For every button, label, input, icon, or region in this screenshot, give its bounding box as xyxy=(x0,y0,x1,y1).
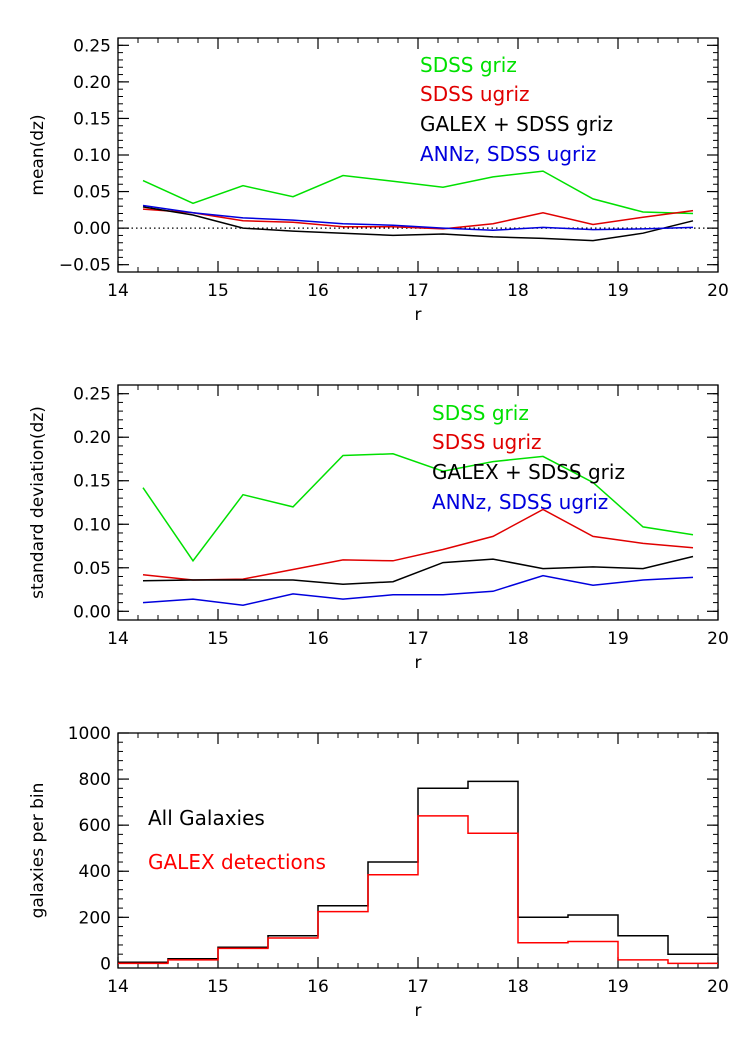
y-tick-label: 0.25 xyxy=(73,36,111,56)
y-axis-label: mean(dz) xyxy=(28,114,48,195)
y-tick-label: 0.05 xyxy=(73,559,111,579)
legend-entry: SDSS ugriz xyxy=(420,82,530,106)
y-tick-label: 0.20 xyxy=(73,73,111,93)
x-tick-label: 18 xyxy=(507,629,529,649)
y-tick-label: 0.10 xyxy=(73,146,111,166)
x-tick-label: 15 xyxy=(207,629,229,649)
y-tick-label: −0.05 xyxy=(59,256,111,276)
y-tick-label: 0.25 xyxy=(73,385,111,405)
x-tick-label: 18 xyxy=(507,977,529,997)
plot-frame xyxy=(117,37,719,273)
stddev-dz-panel: 14 15 16 17 18 19 20 0.00 0.05 0.10 0.15 0.20 0.25 r s… xyxy=(28,384,729,673)
x-tick-label: 15 xyxy=(207,281,229,301)
series-line-sdss-griz xyxy=(142,453,694,563)
x-tick-label: 17 xyxy=(407,281,429,301)
y-tick-label: 400 xyxy=(79,862,111,882)
x-tick-label: 15 xyxy=(207,977,229,997)
legend-entry: GALEX + SDSS griz xyxy=(420,112,613,136)
y-tick-label: 0 xyxy=(100,954,111,974)
x-tick-label: 20 xyxy=(707,629,729,649)
legend-entry: SDSS griz xyxy=(420,53,517,77)
y-tick-label: 0.05 xyxy=(73,183,111,203)
y-tick-label: 0.15 xyxy=(73,109,111,129)
legend-entry: ANNz, SDSS ugriz xyxy=(432,490,608,514)
data-layer xyxy=(118,780,718,965)
series-line-galex-sdss-griz xyxy=(142,555,694,586)
mean-dz-panel: 14 15 16 17 18 19 20 −0.05 0.00 0.05 0.10 0.15 0.20 0… xyxy=(28,36,729,325)
x-tick-label: 14 xyxy=(107,281,129,301)
legend-entry: SDSS ugriz xyxy=(432,430,542,454)
x-tick-label: 16 xyxy=(307,281,329,301)
series-line-annz-sdss-ugriz xyxy=(142,574,694,606)
series-line-galex-sdss-griz xyxy=(142,206,694,242)
x-tick-label: 18 xyxy=(507,281,529,301)
series-line-annz-sdss-ugriz xyxy=(142,204,694,232)
x-tick-label: 14 xyxy=(107,977,129,997)
y-tick-label: 600 xyxy=(79,816,111,836)
y-tick-label: 800 xyxy=(79,770,111,790)
y-tick-label: 1000 xyxy=(68,724,111,744)
x-tick-label: 19 xyxy=(607,977,629,997)
data-layer xyxy=(118,170,718,242)
legend-entry: ANNz, SDSS ugriz xyxy=(420,142,596,166)
y-axis-label: standard deviation(dz) xyxy=(28,406,48,599)
histogram-galex-detections xyxy=(118,815,718,965)
x-tick-label: 20 xyxy=(707,281,729,301)
x-axis-label: r xyxy=(415,305,422,325)
x-tick-label: 20 xyxy=(707,977,729,997)
x-tick-label: 19 xyxy=(607,629,629,649)
series-line-sdss-griz xyxy=(142,170,694,215)
y-tick-label: 0.20 xyxy=(73,428,111,448)
data-layer xyxy=(142,453,694,606)
y-tick-label: 0.00 xyxy=(73,219,111,239)
y-tick-label: 0.00 xyxy=(73,602,111,622)
x-tick-label: 14 xyxy=(107,629,129,649)
legend-entry: SDSS griz xyxy=(432,401,529,425)
x-tick-label: 17 xyxy=(407,629,429,649)
y-tick-label: 200 xyxy=(79,908,111,928)
x-tick-label: 16 xyxy=(307,977,329,997)
series-line-sdss-ugriz xyxy=(142,208,694,230)
y-axis-label: galaxies per bin xyxy=(28,783,48,919)
x-tick-label: 16 xyxy=(307,629,329,649)
y-tick-label: 0.15 xyxy=(73,472,111,492)
galaxies-per-bin-panel: 14 15 16 17 18 19 2002004006008001000rgalaxies… xyxy=(28,724,729,1021)
legend-entry: GALEX + SDSS griz xyxy=(432,460,625,484)
x-tick-label: 17 xyxy=(407,977,429,997)
plot-frame xyxy=(117,384,719,621)
y-tick-label: 0.10 xyxy=(73,515,111,535)
legend-entry: All Galaxies xyxy=(148,806,265,830)
x-tick-label: 19 xyxy=(607,281,629,301)
legend-entry: GALEX detections xyxy=(148,850,326,874)
x-axis-label: r xyxy=(415,1001,422,1021)
x-axis-label: r xyxy=(415,653,422,673)
series-line-sdss-ugriz xyxy=(142,508,694,581)
